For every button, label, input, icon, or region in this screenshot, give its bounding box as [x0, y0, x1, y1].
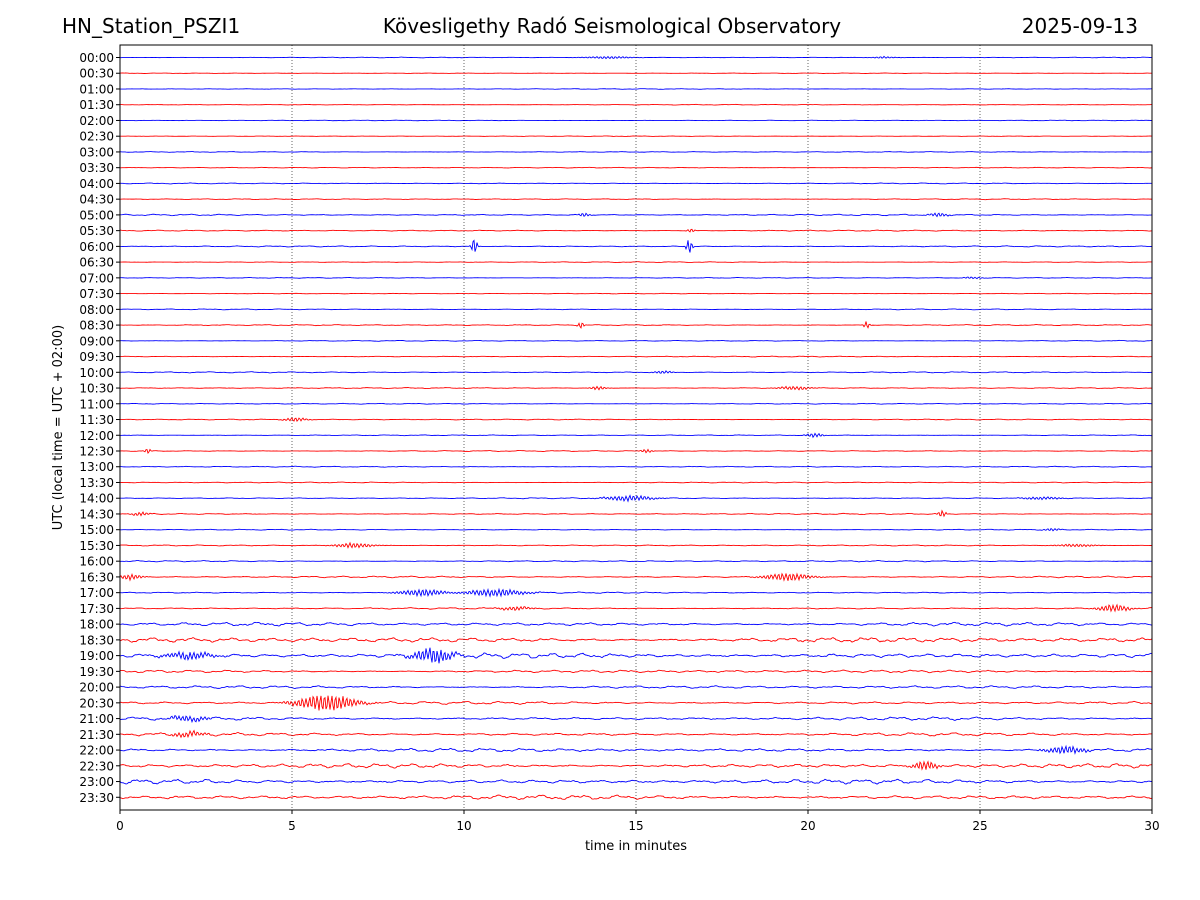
trace-line-0030 [119, 72, 1153, 74]
y-tick-label: 04:00 [79, 177, 114, 191]
trace-line-1030 [119, 385, 1153, 391]
trace-line-1530 [119, 541, 1153, 549]
y-tick-label: 15:30 [79, 539, 114, 553]
y-tick-label: 12:30 [79, 445, 114, 459]
x-tick-label: 25 [972, 819, 987, 833]
y-tick-label: 04:30 [79, 193, 114, 207]
y-tick-label: 03:30 [79, 161, 114, 175]
y-tick-label: 17:30 [79, 602, 114, 616]
x-tick-label: 10 [456, 819, 471, 833]
x-axis-label: time in minutes [585, 839, 687, 854]
y-tick-label: 21:30 [79, 728, 114, 742]
y-tick-label: 16:00 [79, 555, 114, 569]
trace-line-2130 [119, 729, 1153, 739]
y-tick-label: 10:00 [79, 366, 114, 380]
y-tick-label: 08:30 [79, 319, 114, 333]
x-tick-label: 15 [628, 819, 643, 833]
trace-line-0930 [119, 355, 1153, 358]
y-tick-label: 22:30 [79, 759, 114, 773]
y-tick-label: 02:30 [79, 130, 114, 144]
y-axis-label: UTC (local time = UTC + 02:00) [51, 325, 66, 530]
y-tick-label: 06:00 [79, 240, 114, 254]
trace-line-0230 [119, 135, 1153, 137]
y-tick-label: 13:30 [79, 476, 114, 490]
y-tick-label: 06:30 [79, 256, 114, 270]
x-tick-label: 30 [1144, 819, 1159, 833]
y-tick-label: 10:30 [79, 382, 114, 396]
trace-line-0700 [119, 276, 1153, 280]
x-tick-label: 0 [116, 819, 124, 833]
y-tick-label: 03:00 [79, 145, 114, 159]
station-name: HN_Station_PSZI1 [62, 14, 241, 38]
trace-line-0500 [119, 212, 1153, 218]
trace-line-0530 [119, 228, 1153, 233]
trace-line-1500 [119, 527, 1153, 532]
y-tick-label: 00:00 [79, 51, 114, 65]
trace-line-1900 [119, 647, 1153, 664]
y-tick-label: 16:30 [79, 570, 114, 584]
y-tick-label: 19:00 [79, 649, 114, 663]
y-tick-label: 07:30 [79, 287, 114, 301]
y-tick-label: 17:00 [79, 586, 114, 600]
trace-line-0130 [119, 103, 1153, 106]
y-tick-label: 21:00 [79, 712, 114, 726]
y-tick-label: 23:30 [79, 791, 114, 805]
trace-line-1230 [120, 448, 1153, 455]
y-tick-label: 13:00 [79, 460, 114, 474]
trace-line-0100 [119, 88, 1153, 90]
y-tick-label: 09:00 [79, 334, 114, 348]
trace-line-1930 [119, 669, 1153, 674]
y-tick-label: 01:30 [79, 98, 114, 112]
y-tick-label: 11:00 [79, 397, 114, 411]
x-tick-label: 5 [288, 819, 296, 833]
chart-title: Kövesligethy Radó Seismological Observat… [382, 14, 842, 38]
trace-line-0300 [119, 151, 1153, 153]
y-tick-label: 05:30 [79, 224, 114, 238]
y-tick-label: 09:30 [79, 350, 114, 364]
y-tick-label: 18:30 [79, 633, 114, 647]
y-tick-label: 00:30 [79, 67, 114, 81]
trace-line-1730 [119, 603, 1153, 613]
y-tick-label: 11:30 [79, 413, 114, 427]
chart-date: 2025-09-13 [1021, 14, 1138, 38]
trace-line-1330 [119, 481, 1153, 484]
y-tick-label: 14:00 [79, 492, 114, 506]
trace-line-0330 [119, 166, 1153, 169]
y-tick-label: 12:00 [79, 429, 114, 443]
y-tick-label: 23:00 [79, 775, 114, 789]
y-tick-label: 07:00 [79, 271, 114, 285]
y-tick-label: 15:00 [79, 523, 114, 537]
trace-line-1100 [119, 402, 1153, 405]
y-tick-label: 20:30 [79, 696, 114, 710]
y-tick-label: 14:30 [79, 507, 114, 521]
x-tick-label: 20 [800, 819, 815, 833]
y-tick-label: 05:00 [79, 208, 114, 222]
trace-line-1300 [119, 465, 1153, 468]
y-tick-label: 02:00 [79, 114, 114, 128]
trace-line-1700 [119, 587, 1153, 598]
y-tick-label: 08:00 [79, 303, 114, 317]
trace-line-0730 [119, 292, 1153, 295]
y-tick-label: 22:00 [79, 744, 114, 758]
y-tick-label: 20:00 [79, 681, 114, 695]
y-tick-label: 01:00 [79, 82, 114, 96]
trace-line-0900 [119, 339, 1153, 342]
y-tick-label: 19:30 [79, 665, 114, 679]
y-tick-label: 18:00 [79, 618, 114, 632]
